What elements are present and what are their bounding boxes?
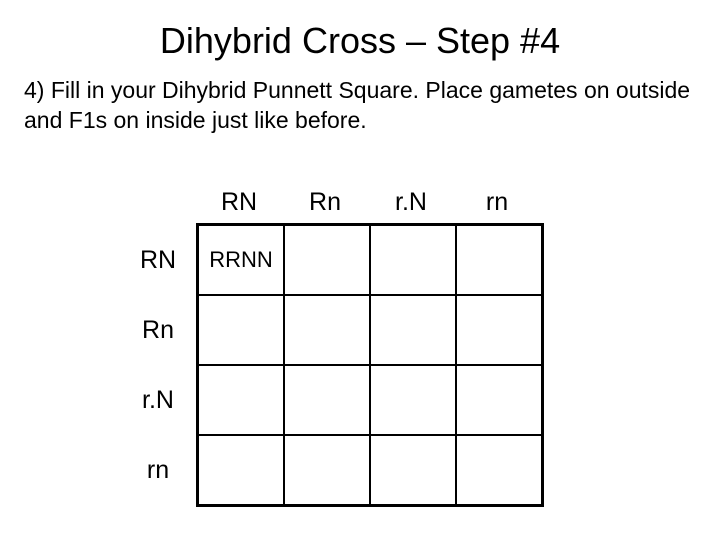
cell-1-3 — [456, 295, 542, 365]
row-gamete-0: RN — [120, 225, 196, 295]
cell-0-3 — [456, 225, 542, 295]
cell-2-0 — [198, 365, 284, 435]
col-gamete-3: rn — [454, 188, 540, 223]
cell-2-3 — [456, 365, 542, 435]
cell-3-1 — [284, 435, 370, 505]
col-gamete-2: r.N — [368, 188, 454, 223]
cell-3-0 — [198, 435, 284, 505]
table-row: RRNN — [198, 225, 542, 295]
cell-1-1 — [284, 295, 370, 365]
cell-3-3 — [456, 435, 542, 505]
row-gamete-3: rn — [120, 435, 196, 505]
row-gamete-2: r.N — [120, 365, 196, 435]
cell-2-2 — [370, 365, 456, 435]
table-row — [198, 365, 542, 435]
page-title: Dihybrid Cross – Step #4 — [0, 0, 720, 62]
table-row — [198, 435, 542, 505]
table-row — [198, 295, 542, 365]
cell-1-2 — [370, 295, 456, 365]
col-gamete-1: Rn — [282, 188, 368, 223]
cell-1-0 — [198, 295, 284, 365]
row-gamete-1: Rn — [120, 295, 196, 365]
column-gamete-headers: RN Rn r.N rn — [196, 188, 544, 223]
punnett-grid: RRNN — [196, 223, 544, 507]
col-gamete-0: RN — [196, 188, 282, 223]
cell-3-2 — [370, 435, 456, 505]
cell-0-2 — [370, 225, 456, 295]
cell-0-1 — [284, 225, 370, 295]
instruction-text: 4) Fill in your Dihybrid Punnett Square.… — [0, 62, 720, 136]
cell-0-0: RRNN — [198, 225, 284, 295]
cell-2-1 — [284, 365, 370, 435]
punnett-square: RN Rn r.N rn RN Rn r.N rn RRNN — [120, 188, 544, 507]
row-gamete-labels: RN Rn r.N rn — [120, 225, 196, 505]
